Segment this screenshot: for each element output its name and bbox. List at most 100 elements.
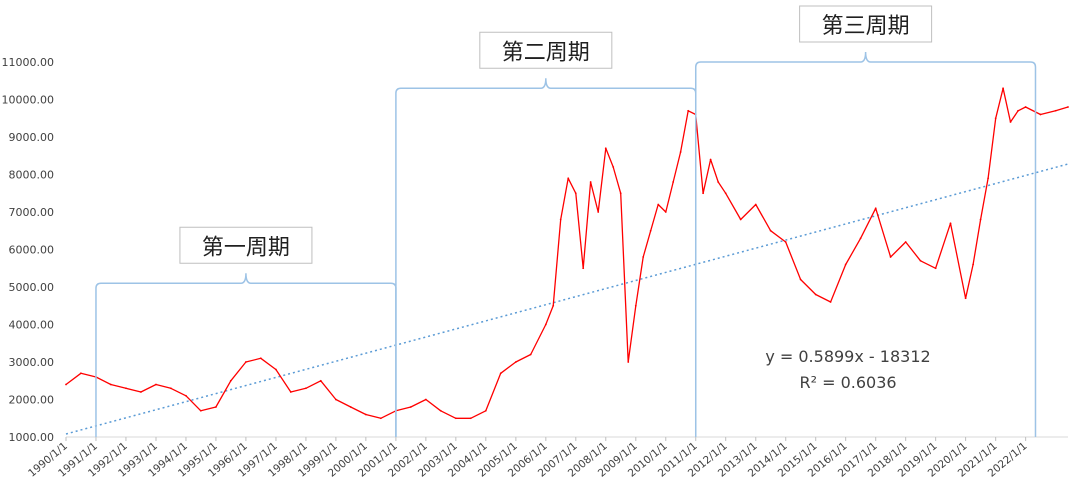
data-point (702, 192, 705, 195)
data-point (229, 379, 232, 382)
data-point (844, 263, 847, 266)
y-tick-label: 11000.00 (2, 56, 55, 69)
y-tick-label: 1000.00 (9, 431, 55, 444)
data-point (919, 259, 922, 262)
data-point (1002, 87, 1004, 90)
data-point (717, 181, 720, 183)
cycle-label-box (799, 5, 933, 43)
data-point (305, 387, 307, 390)
data-point (1017, 109, 1019, 112)
y-tick-label: 10000.00 (2, 94, 55, 107)
data-point (65, 383, 67, 386)
data-point (484, 409, 487, 412)
data-point (552, 304, 555, 307)
data-point (544, 323, 547, 326)
data-point (582, 267, 585, 270)
data-point (972, 263, 974, 266)
trendline-layer (65, 163, 1069, 435)
data-point (574, 192, 577, 195)
data-point (439, 409, 442, 412)
trendline-equation: y = 0.5899x - 18312 (765, 347, 930, 366)
x-axis-labels: 1990/1/11991/1/11992/1/11993/1/11994/1/1… (26, 440, 1029, 480)
data-point (215, 406, 217, 408)
data-point (709, 158, 712, 161)
y-axis-labels: 1000.00 2000.00 3000.00 4000.00 5000.00 6000.… (2, 56, 55, 444)
data-point (657, 203, 660, 206)
data-point (994, 117, 997, 120)
y-tick-label: 7000.00 (9, 206, 55, 219)
data-point (409, 406, 412, 408)
data-point (904, 241, 907, 243)
y-tick-label: 8000.00 (9, 169, 55, 182)
data-point (987, 177, 990, 180)
data-point (784, 241, 787, 243)
data-point (185, 394, 187, 397)
cycle-label: 第一周期 (202, 235, 290, 260)
cycle-brackets: 第一周期 第二周期 第三周期 (95, 5, 1037, 437)
data-point (679, 151, 682, 153)
data-point (589, 181, 592, 183)
data-point (724, 192, 727, 195)
data-point (1024, 106, 1027, 108)
data-point (259, 357, 262, 360)
data-point (1039, 113, 1042, 116)
data-point (934, 267, 937, 270)
data-point (829, 301, 832, 303)
cycle-label-box (179, 226, 313, 264)
data-point (889, 256, 892, 258)
axis-lines (65, 436, 1068, 441)
data-point (672, 181, 675, 183)
data-point (469, 417, 472, 420)
data-point (604, 147, 607, 150)
data-point (289, 391, 292, 393)
data-point (454, 417, 457, 420)
data-point (424, 398, 427, 401)
cycle-bracket (395, 78, 697, 437)
y-tick-label: 5000.00 (9, 281, 55, 294)
y-tick-label: 3000.00 (9, 356, 55, 369)
y-tick-label: 4000.00 (9, 319, 55, 332)
data-point (769, 229, 772, 232)
data-point (529, 353, 532, 356)
data-point (1054, 109, 1057, 112)
data-point (642, 256, 645, 258)
data-point (874, 207, 877, 210)
data-point (567, 177, 570, 180)
cycle-bracket (694, 51, 1037, 437)
data-point (964, 297, 967, 300)
data-point (559, 218, 562, 221)
data-point (687, 109, 690, 112)
data-point (859, 237, 862, 240)
data-point (1009, 121, 1012, 123)
data-point (634, 304, 637, 307)
data-point (125, 387, 127, 390)
data-point (949, 222, 952, 225)
data-point (597, 211, 600, 213)
data-point (244, 361, 247, 363)
series-line (65, 87, 1069, 419)
data-point (612, 166, 615, 168)
cycle-bracket (95, 273, 397, 437)
data-point (814, 293, 817, 296)
data-point (799, 278, 802, 281)
data-point (379, 417, 382, 420)
data-point (619, 192, 622, 195)
data-point (155, 383, 157, 386)
data-point (199, 409, 202, 412)
cycle-label: 第三周期 (822, 14, 910, 39)
data-point (627, 361, 630, 363)
data-point (649, 229, 652, 232)
trendline (65, 163, 1069, 435)
data-point (109, 383, 112, 386)
trendline-r2: R² = 0.6036 (799, 373, 896, 392)
data-point (334, 398, 337, 401)
data-point (754, 203, 757, 206)
cycle-label: 第二周期 (502, 40, 590, 65)
data-point (139, 391, 142, 393)
data-point (499, 372, 502, 375)
data-point (275, 368, 277, 371)
data-point (739, 218, 742, 221)
y-tick-label: 6000.00 (9, 244, 55, 257)
